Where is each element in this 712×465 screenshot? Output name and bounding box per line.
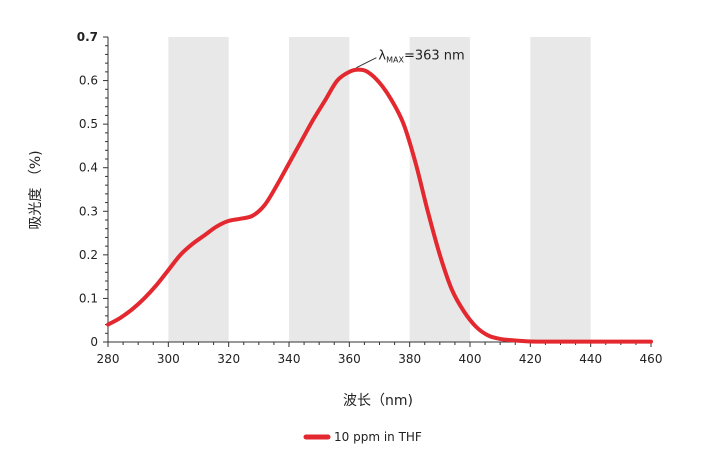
shaded-band-3 — [530, 37, 591, 342]
x-axis-label: 波长（nm) — [343, 393, 413, 409]
y-tick-label: 0.4 — [79, 161, 98, 175]
y-tick-label: 0.2 — [79, 248, 98, 262]
annotation-subscript: MAX — [386, 56, 404, 65]
x-tick-label: 380 — [398, 352, 421, 366]
x-tick-label: 300 — [157, 352, 180, 366]
annotation-layer: λMAX=363 nm — [356, 49, 465, 69]
y-tick-label: 0.5 — [79, 117, 98, 131]
y-tick-label: 0.7 — [77, 30, 98, 44]
series-layer — [106, 67, 653, 344]
annotation-value: =363 nm — [404, 49, 465, 64]
annotation-leader-line — [356, 57, 377, 69]
annotation-lambda: λ — [378, 49, 386, 64]
y-tick-label: 0 — [90, 335, 98, 349]
x-tick-label: 340 — [278, 352, 301, 366]
y-tick-label: 0.6 — [79, 74, 98, 88]
x-tick-label: 440 — [579, 352, 602, 366]
y-tick-label: 0.3 — [79, 204, 98, 218]
series-line-0 — [106, 67, 653, 344]
lambda-max-annotation: λMAX=363 nm — [378, 49, 464, 65]
ticks: 280 300 320 340 360 380 400 420 440 460 0 0.1 0.2 0.3… — [77, 30, 663, 366]
x-tick-label: 360 — [338, 352, 361, 366]
shaded-band-2 — [409, 37, 470, 342]
shaded-band-0 — [168, 37, 229, 342]
y-axis-label: 吸光度 （%) — [28, 150, 44, 229]
x-tick-label: 320 — [217, 352, 240, 366]
shaded-band-1 — [289, 37, 350, 342]
x-tick-label: 280 — [97, 352, 120, 366]
y-tick-label: 0.1 — [79, 291, 98, 305]
legend: 10 ppm in THF — [303, 430, 422, 444]
x-tick-label: 460 — [640, 352, 663, 366]
x-tick-label: 400 — [459, 352, 482, 366]
legend-label: 10 ppm in THF — [334, 430, 422, 444]
x-tick-label: 420 — [519, 352, 542, 366]
shaded-bands — [168, 37, 591, 342]
